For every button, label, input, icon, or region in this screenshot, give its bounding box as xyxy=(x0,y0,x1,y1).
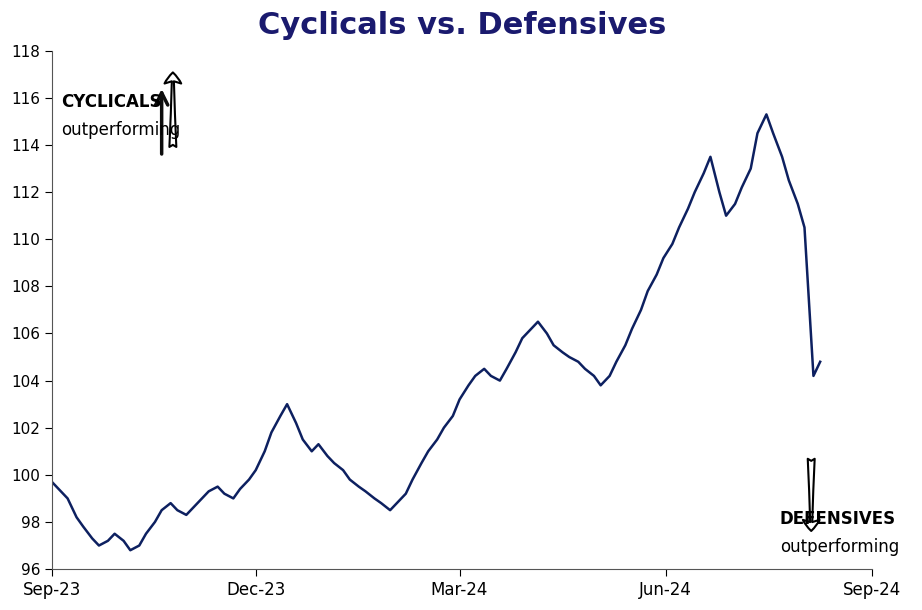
Title: Cyclicals vs. Defensives: Cyclicals vs. Defensives xyxy=(257,11,666,40)
Text: outperforming: outperforming xyxy=(61,121,180,140)
Text: CYCLICALS: CYCLICALS xyxy=(61,93,161,111)
Text: DEFENSIVES: DEFENSIVES xyxy=(780,510,896,528)
Text: outperforming: outperforming xyxy=(780,539,899,556)
